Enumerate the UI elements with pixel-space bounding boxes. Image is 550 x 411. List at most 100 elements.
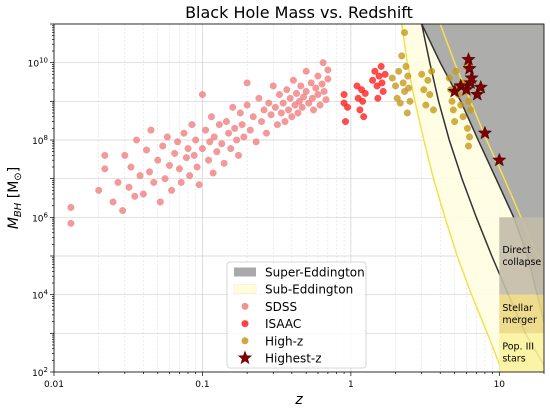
point-sdss bbox=[294, 109, 302, 117]
point-sdss bbox=[195, 181, 203, 189]
point-sdss bbox=[295, 97, 303, 105]
point-sdss bbox=[312, 84, 320, 92]
point-sdss bbox=[188, 121, 196, 129]
point-sdss bbox=[279, 99, 287, 107]
point-sdss bbox=[258, 118, 265, 126]
point-high-z bbox=[424, 76, 432, 84]
point-isaac bbox=[360, 113, 368, 121]
point-sdss bbox=[233, 136, 241, 144]
data-points bbox=[67, 29, 507, 227]
point-high-z bbox=[402, 62, 410, 70]
point-sdss bbox=[207, 113, 215, 121]
point-sdss bbox=[121, 151, 129, 159]
chart-title: Black Hole Mass vs. Redshift bbox=[185, 3, 413, 22]
point-sdss bbox=[222, 118, 230, 126]
point-sdss bbox=[310, 106, 317, 114]
x-tick-label: 1 bbox=[348, 380, 354, 390]
seed-region-2 bbox=[499, 333, 544, 372]
legend-label-super_eddington: Super-Eddington bbox=[265, 266, 365, 280]
point-highest-z bbox=[463, 75, 478, 90]
point-sdss bbox=[324, 66, 332, 74]
point-highest-z bbox=[459, 82, 474, 96]
y-axis-title-main: M bbox=[6, 217, 22, 229]
y-tick-label-exp: 6 bbox=[44, 211, 49, 219]
point-sdss bbox=[180, 129, 188, 137]
point-sdss bbox=[215, 121, 223, 129]
point-sdss bbox=[125, 183, 133, 191]
y-axis-title-close: ] bbox=[6, 167, 22, 172]
point-sdss bbox=[240, 133, 248, 141]
legend-label-highest: Highest-z bbox=[265, 352, 322, 366]
legend-swatch-sdss bbox=[241, 302, 249, 310]
point-sdss bbox=[243, 79, 251, 87]
point-high-z bbox=[451, 118, 459, 126]
point-sdss bbox=[163, 133, 171, 141]
point-sdss bbox=[298, 103, 306, 111]
y-axis-title: MBH [M⊙] bbox=[6, 167, 24, 229]
point-high-z bbox=[464, 124, 471, 132]
point-sdss bbox=[316, 101, 324, 109]
seed-region-label-1-0: Stellar bbox=[502, 303, 533, 314]
point-sdss bbox=[286, 94, 294, 102]
point-sdss bbox=[198, 91, 206, 98]
point-sdss bbox=[143, 146, 150, 154]
point-high-z bbox=[448, 97, 456, 105]
point-high-z bbox=[396, 99, 404, 107]
point-high-z bbox=[422, 101, 430, 109]
point-sdss bbox=[177, 178, 185, 186]
point-sdss bbox=[275, 91, 283, 98]
point-sdss bbox=[218, 140, 226, 148]
point-sdss bbox=[139, 190, 147, 198]
point-sdss bbox=[305, 99, 313, 107]
point-isaac bbox=[374, 94, 382, 102]
point-isaac bbox=[361, 89, 369, 97]
y-tick-label: 108 bbox=[32, 134, 48, 147]
point-sdss bbox=[159, 142, 167, 150]
point-sdss bbox=[307, 79, 315, 87]
point-sdss bbox=[206, 138, 214, 146]
point-sdss bbox=[263, 129, 270, 137]
point-sdss bbox=[283, 86, 291, 94]
point-high-z bbox=[388, 74, 396, 82]
point-sdss bbox=[205, 156, 213, 164]
point-sdss bbox=[265, 99, 273, 107]
y-tick-label-base: 10 bbox=[32, 369, 44, 379]
y-tick-label-base: 10 bbox=[28, 60, 40, 70]
seed-region-label-1-1: merger bbox=[502, 315, 537, 326]
point-sdss bbox=[308, 94, 316, 102]
point-high-z bbox=[466, 133, 473, 141]
y-tick-label-base: 10 bbox=[32, 137, 44, 147]
point-sdss bbox=[249, 113, 257, 121]
legend-swatch-sub-eddington bbox=[233, 284, 257, 294]
point-sdss bbox=[297, 82, 305, 90]
point-sdss bbox=[67, 204, 75, 211]
point-sdss bbox=[288, 113, 296, 121]
y-tick-label-exp: 10 bbox=[39, 57, 48, 65]
point-isaac bbox=[371, 67, 379, 75]
point-sdss bbox=[209, 169, 217, 177]
point-sdss bbox=[101, 151, 109, 159]
point-sdss bbox=[192, 136, 200, 144]
point-sdss bbox=[289, 76, 297, 84]
point-highest-z bbox=[461, 52, 476, 66]
point-high-z bbox=[399, 79, 407, 87]
point-sdss bbox=[101, 165, 109, 173]
point-highest-z bbox=[492, 152, 507, 167]
super-eddington-region bbox=[421, 24, 544, 322]
point-sdss bbox=[168, 186, 176, 194]
point-isaac bbox=[344, 103, 352, 111]
point-high-z bbox=[392, 82, 400, 90]
point-high-z bbox=[452, 67, 460, 75]
point-high-z bbox=[467, 106, 474, 114]
point-isaac bbox=[379, 88, 387, 95]
legend-label-sub_eddington: Sub-Eddington bbox=[265, 283, 353, 297]
point-sdss bbox=[133, 136, 141, 144]
series-sdss bbox=[67, 59, 332, 227]
y-axis-title-units-sub: ⊙ bbox=[13, 172, 24, 180]
series-highest-z bbox=[447, 52, 507, 167]
point-sdss bbox=[150, 178, 158, 186]
point-sdss bbox=[202, 126, 210, 134]
series-isaac bbox=[340, 62, 389, 126]
point-sdss bbox=[322, 96, 330, 104]
